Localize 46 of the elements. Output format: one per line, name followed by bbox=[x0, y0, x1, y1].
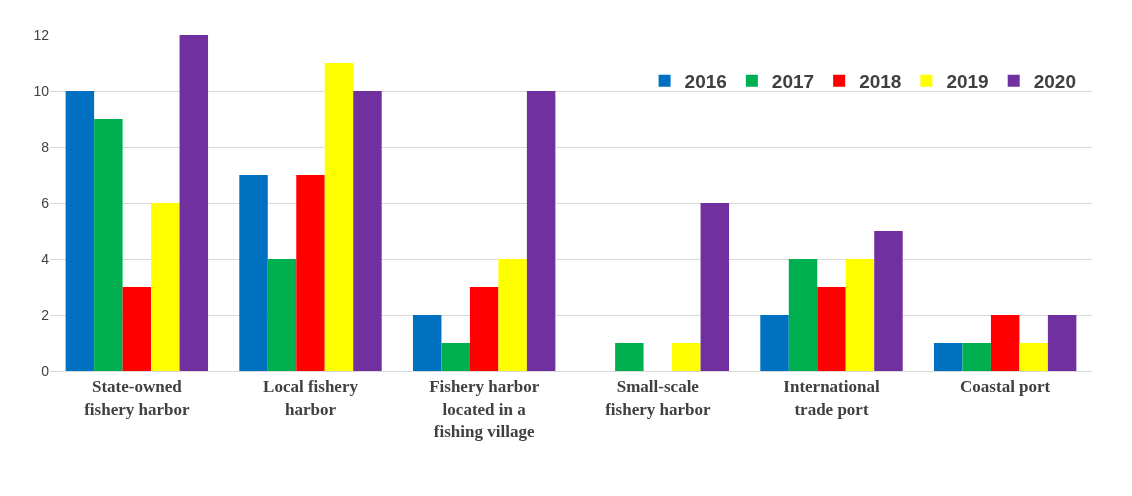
legend-label: 2018 bbox=[859, 71, 902, 93]
x-tick-label: Coastal port bbox=[960, 377, 1051, 397]
bar bbox=[353, 91, 382, 371]
bar bbox=[845, 259, 875, 371]
bar bbox=[962, 343, 991, 371]
x-tick-label: Small-scale fishery harbor bbox=[605, 377, 711, 419]
y-tick-label: 6 bbox=[41, 194, 50, 211]
y-tick-label: 12 bbox=[33, 26, 50, 43]
bar bbox=[817, 287, 846, 371]
x-tick-label: Fishery harbor located in a fishing village bbox=[429, 377, 540, 441]
bar bbox=[122, 287, 152, 371]
bar bbox=[441, 343, 470, 371]
legend-label: 2017 bbox=[771, 71, 815, 93]
legend-label: 2016 bbox=[684, 71, 727, 93]
bar bbox=[412, 315, 442, 371]
bar bbox=[65, 91, 95, 371]
bar bbox=[94, 119, 123, 371]
bar bbox=[700, 203, 730, 371]
bar bbox=[469, 287, 499, 371]
y-tick-label: 8 bbox=[41, 138, 50, 155]
y-tick-label: 10 bbox=[33, 82, 50, 99]
bar bbox=[498, 259, 527, 371]
x-tick-label: Local fishery harbor bbox=[263, 377, 359, 419]
bar bbox=[615, 343, 644, 371]
bar bbox=[296, 175, 325, 371]
bar bbox=[267, 259, 297, 371]
x-tick-label: International trade port bbox=[783, 377, 880, 419]
bar bbox=[324, 63, 354, 371]
bar bbox=[151, 203, 180, 371]
bar bbox=[1019, 343, 1048, 371]
bar bbox=[874, 231, 903, 371]
bar bbox=[760, 315, 789, 371]
bar bbox=[1047, 315, 1077, 371]
bar bbox=[990, 315, 1020, 371]
bar bbox=[933, 343, 963, 371]
bar bbox=[179, 35, 209, 371]
legend-label: 2020 bbox=[1033, 71, 1076, 93]
bar bbox=[239, 175, 268, 371]
y-tick-label: 0 bbox=[41, 362, 50, 379]
x-tick-label: State-owned fishery harbor bbox=[84, 377, 190, 419]
bar bbox=[526, 91, 556, 371]
y-tick-label: 2 bbox=[41, 306, 50, 323]
legend-label: 2019 bbox=[946, 71, 989, 93]
bar bbox=[672, 343, 701, 371]
bar bbox=[788, 259, 818, 371]
y-tick-label: 4 bbox=[41, 250, 50, 267]
